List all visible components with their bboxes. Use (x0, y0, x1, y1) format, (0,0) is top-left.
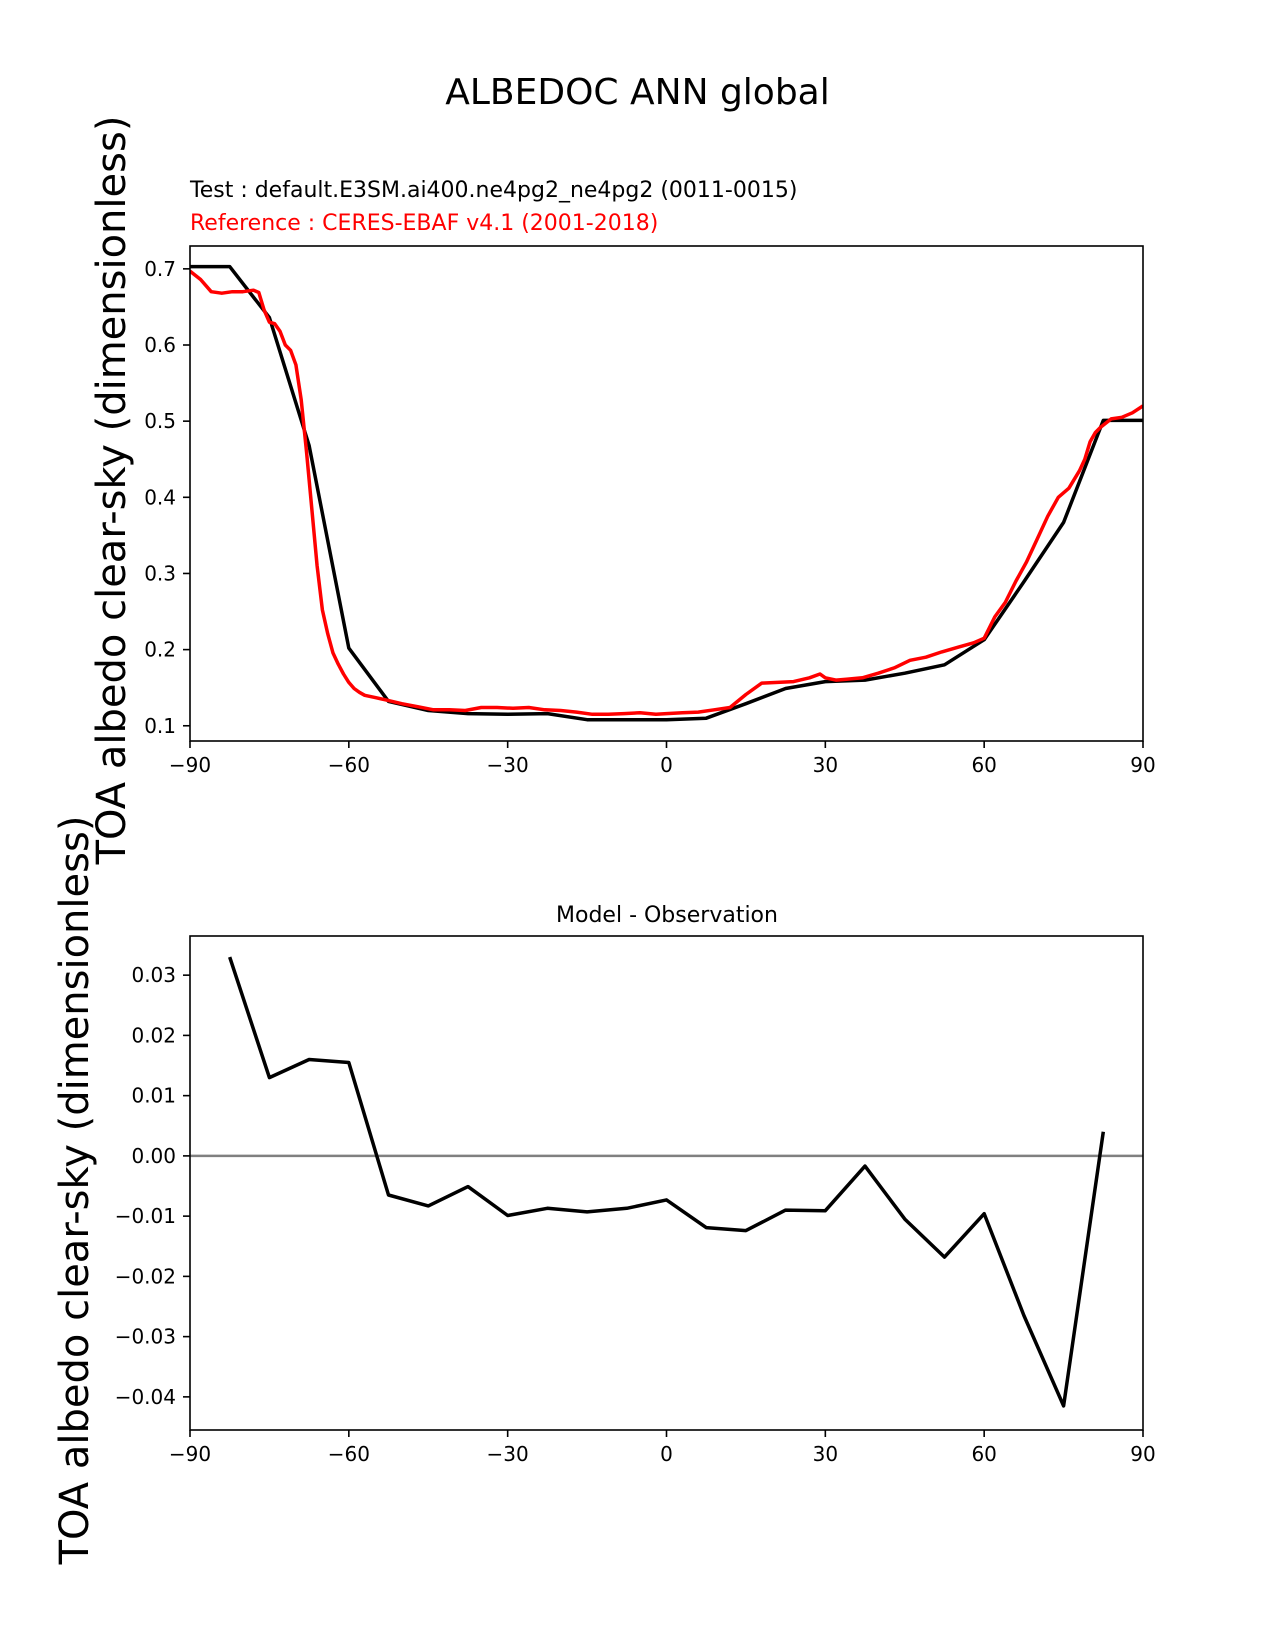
x-tick-label: 60 (971, 1442, 996, 1466)
top-y-axis-label: TOA albedo clear-sky (dimensionless) (89, 116, 135, 866)
y-tick-label: 0.5 (144, 409, 176, 433)
x-tick-label: 90 (1130, 1442, 1155, 1466)
x-tick-label: −60 (328, 753, 370, 777)
bottom-plot-area: −90 −60 −30 0 30 60 90 0.03 0.02 0.01 0.00 −0.01 −0.… (115, 935, 1156, 1466)
y-tick-label: −0.01 (115, 1204, 176, 1228)
y-tick-label: 0.3 (144, 561, 176, 585)
y-tick-label: 0.02 (131, 1023, 176, 1047)
y-tick-label: −0.04 (115, 1385, 176, 1409)
x-tick-label: 90 (1130, 753, 1155, 777)
y-tick-label: 0.6 (144, 333, 176, 357)
y-tick-label: 0.00 (131, 1144, 176, 1168)
y-tick-label: 0.4 (144, 485, 176, 509)
y-tick-label: 0.01 (131, 1084, 176, 1108)
bottom-panel: Model - Observation −90 −60 −30 0 30 60 90 0.03… (115, 903, 1156, 1466)
bottom-y-axis-label: TOA albedo clear-sky (dimensionless) (52, 816, 98, 1566)
x-tick-label: −90 (169, 753, 211, 777)
y-tick-label: 0.7 (144, 257, 176, 281)
x-tick-label: 30 (813, 1442, 838, 1466)
x-tick-label: 60 (971, 753, 996, 777)
x-tick-label: −60 (328, 1442, 370, 1466)
y-tick-label: −0.03 (115, 1325, 176, 1349)
x-tick-label: −30 (487, 753, 529, 777)
y-tick-label: 0.2 (144, 638, 176, 662)
x-tick-label: 0 (660, 1442, 673, 1466)
plot-frame (189, 245, 1144, 742)
test-label: Test : default.E3SM.ai400.ne4pg2_ne4pg2 … (189, 178, 797, 203)
top-panel: Test : default.E3SM.ai400.ne4pg2_ne4pg2 … (144, 178, 1156, 777)
difference-plot-title: Model - Observation (556, 903, 778, 928)
y-tick-label: 0.03 (131, 963, 176, 987)
x-tick-label: −30 (487, 1442, 529, 1466)
top-plot-area: −90 −60 −30 0 30 60 90 0.1 0.2 0.3 0.4 0.5 0.6 0.7 (144, 245, 1156, 777)
y-tick-label: −0.02 (115, 1264, 176, 1288)
x-tick-label: 30 (813, 753, 838, 777)
diff-series-line (228, 956, 1106, 1408)
x-tick-label: −90 (169, 1442, 211, 1466)
x-tick-label: 0 (660, 753, 673, 777)
page-title: ALBEDOC ANN global (445, 72, 830, 113)
reference-label: Reference : CERES-EBAF v4.1 (2001-2018) (190, 211, 658, 236)
plot-frame (189, 935, 1144, 1431)
y-tick-label: 0.1 (144, 714, 176, 738)
reference-series-line (190, 269, 1143, 717)
